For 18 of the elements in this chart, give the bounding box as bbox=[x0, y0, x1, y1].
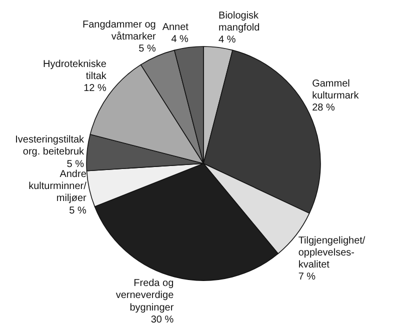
data-label: 5 % bbox=[69, 205, 86, 216]
slice-label: Tilgjengelighet/ opplevelses- kvalitet bbox=[298, 235, 366, 271]
slice-label: Freda og verneverdige bygninger bbox=[116, 278, 174, 314]
data-label: 30 % bbox=[150, 314, 174, 326]
data-label: 7 % bbox=[298, 272, 316, 283]
slice-label: Hydrotekniske tiltak bbox=[43, 58, 108, 82]
data-label: 4 % bbox=[171, 34, 189, 45]
slice-label: Ivesteringstiltak org. beitebruk bbox=[15, 134, 86, 158]
slice-label: Andre kulturminner/ miljøer bbox=[28, 169, 88, 204]
slice-label: Annet bbox=[162, 22, 189, 33]
slice-label: Gammel kulturmark bbox=[312, 78, 360, 102]
data-label: 4 % bbox=[218, 34, 236, 46]
data-label: 5 % bbox=[138, 43, 156, 54]
data-label: 12 % bbox=[84, 83, 107, 94]
data-label: 28 % bbox=[312, 102, 335, 114]
slice-label: Fangdammer og våtmarker bbox=[82, 19, 157, 42]
slice-label: Biologisk mangfold bbox=[218, 10, 260, 34]
data-label: 5 % bbox=[66, 158, 84, 170]
